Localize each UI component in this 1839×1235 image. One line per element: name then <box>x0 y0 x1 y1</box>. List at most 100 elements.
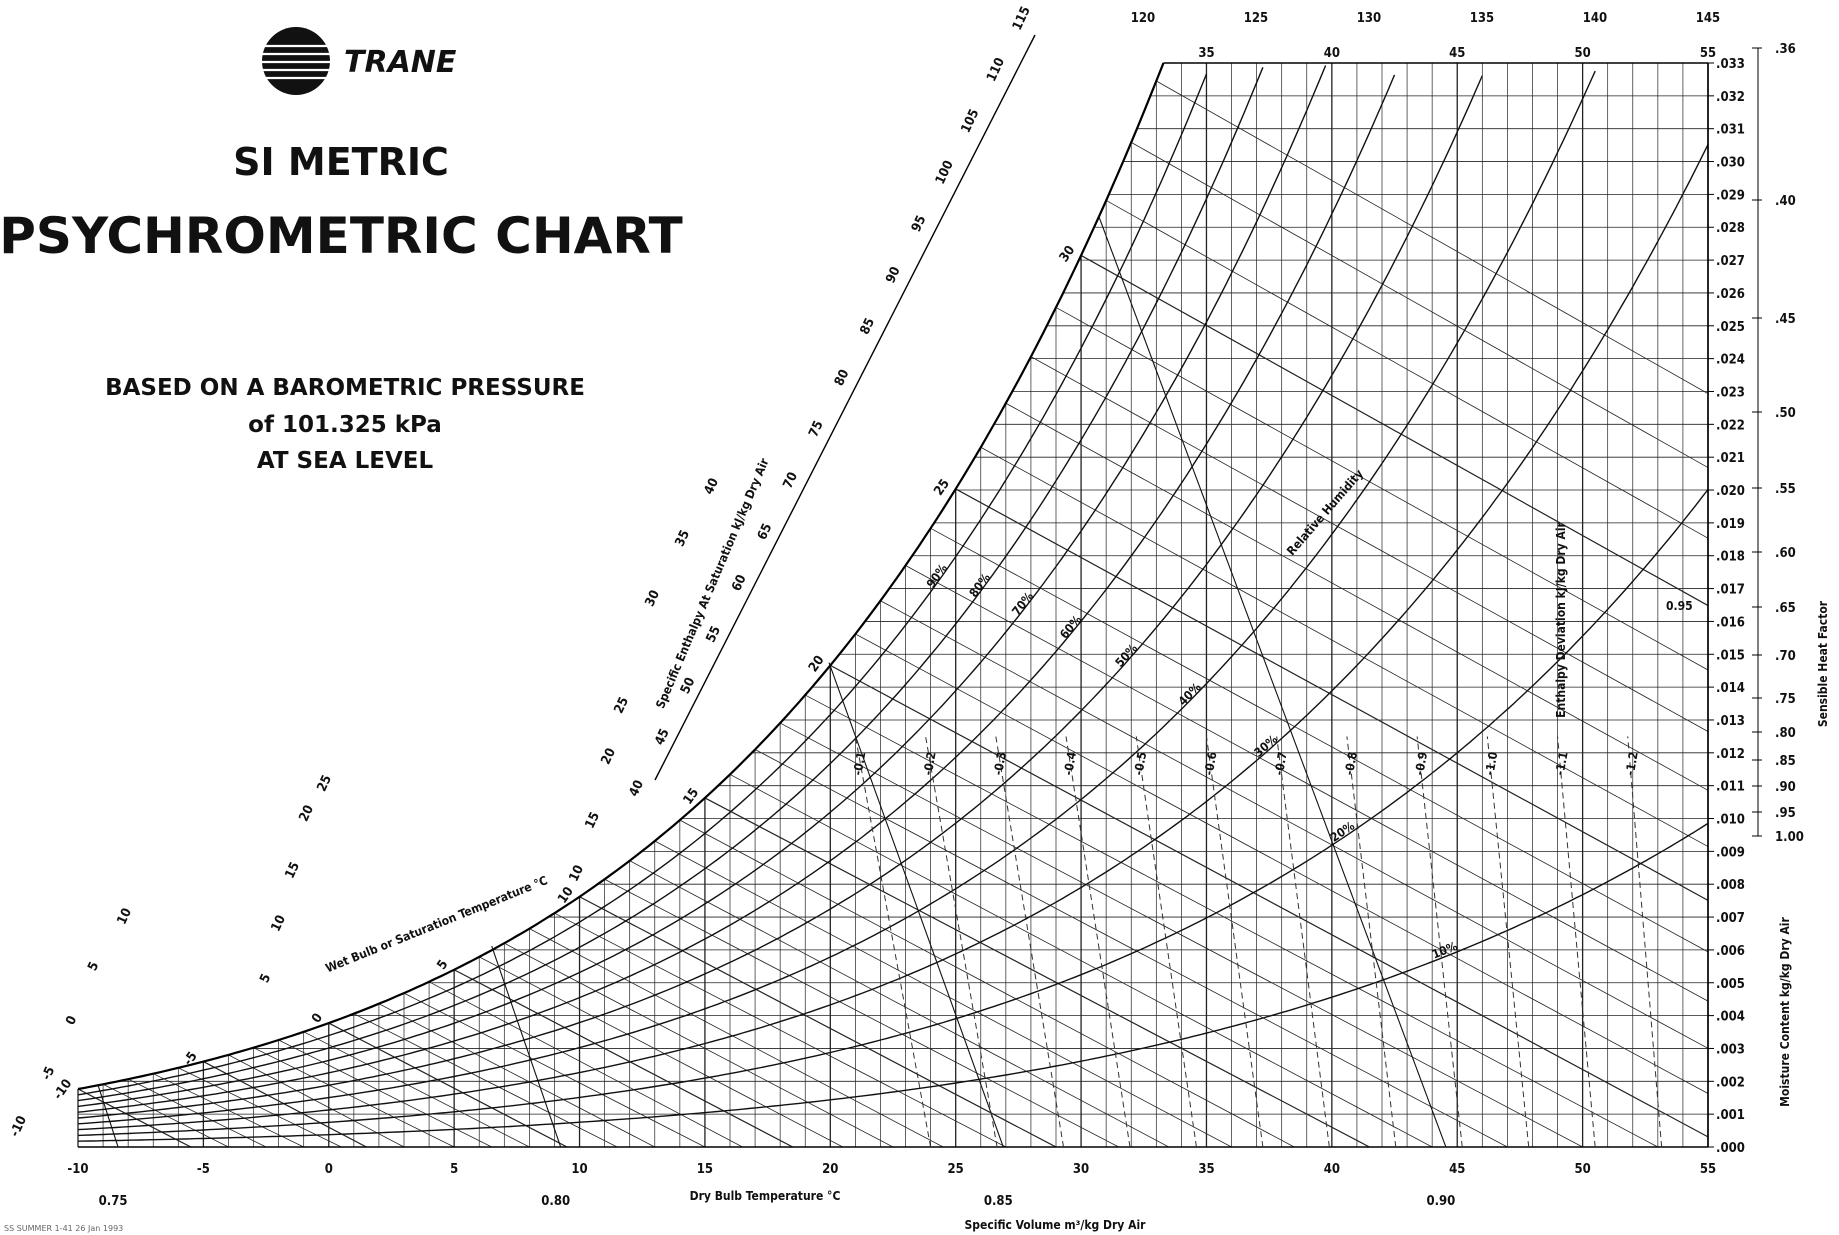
enthalpy-deviation-line <box>1486 736 1530 1148</box>
x-axis-tick: 25 <box>948 1162 964 1177</box>
enthalpy-left-tick: -5 <box>39 1064 58 1082</box>
specific-volume-tick: 0.75 <box>99 1194 128 1209</box>
enthalpy-top-tick: 135 <box>1470 11 1494 26</box>
x-axis-tick: 30 <box>1073 1162 1089 1177</box>
y-axis-tick: .009 <box>1716 845 1745 860</box>
rh-curve <box>77 73 1208 1096</box>
y-axis-tick: .011 <box>1716 780 1745 795</box>
enthalpy-left-tick: 25 <box>612 695 632 716</box>
enthalpy-left-tick: 5 <box>257 972 274 986</box>
y-axis-tick: .004 <box>1716 1010 1745 1025</box>
wet-bulb-line <box>77 1088 192 1148</box>
subtitle-line-3: AT SEA LEVEL <box>257 448 434 474</box>
x-axis-tick: -5 <box>197 1162 210 1177</box>
enthalpy-deviation-tick: -0.8 <box>1342 751 1360 777</box>
y-axis-tick: .022 <box>1716 418 1745 433</box>
subtitle-line-2: of 101.325 kPa <box>248 412 442 438</box>
y-axis-tick: .014 <box>1716 681 1745 696</box>
enthalpy-top-tick: 140 <box>1583 11 1607 26</box>
enthalpy-scale-tick: 95 <box>909 213 929 234</box>
enthalpy-deviation-line <box>1205 736 1264 1148</box>
wet-bulb-tick: 5 <box>434 957 451 972</box>
enthalpy-deviation-line <box>1065 736 1131 1148</box>
enthalpy-deviation-tick: -1.2 <box>1623 751 1641 777</box>
wet-bulb-line <box>654 840 1232 1148</box>
rh-label: 50% <box>1112 641 1140 670</box>
shf-tick: .60 <box>1775 546 1796 561</box>
enthalpy-deviation-line <box>1416 736 1463 1148</box>
enthalpy-left-tick: 10 <box>115 906 135 927</box>
enthalpy-deviation-line <box>1276 736 1330 1148</box>
wet-bulb-line <box>805 694 1659 1148</box>
specific-volume-tick: 0.90 <box>1426 1194 1455 1209</box>
wet-bulb-tick: 25 <box>931 477 953 499</box>
enthalpy-scale-tick: 45 <box>652 727 672 748</box>
wet-bulb-line <box>729 774 1433 1148</box>
shf-tick: 1.00 <box>1775 830 1804 845</box>
x-axis-top-tick: 40 <box>1324 46 1340 61</box>
title-line-1: SI METRIC <box>233 140 449 184</box>
y-axis-tick: .012 <box>1716 747 1745 762</box>
enthalpy-deviation-line <box>1627 736 1663 1148</box>
y-axis-tick: .031 <box>1716 123 1745 138</box>
wet-bulb-line <box>1055 307 1709 671</box>
rh-curve <box>77 822 1709 1142</box>
y-axis-tick: .010 <box>1716 813 1745 828</box>
y-axis-tick: .032 <box>1716 90 1745 105</box>
specific-volume-line <box>97 1084 119 1148</box>
enthalpy-scale-tick: 90 <box>883 265 903 286</box>
enthalpy-deviation-line <box>1557 736 1596 1148</box>
logo-stripes <box>262 44 330 80</box>
y-axis-tick: .016 <box>1716 615 1745 630</box>
enthalpy-scale-tick: 60 <box>729 573 749 594</box>
enthalpy-left-tick: 10 <box>567 863 587 884</box>
wet-bulb-line <box>1105 200 1709 539</box>
wet-bulb-line <box>1131 142 1709 468</box>
y-axis-tick: .026 <box>1716 287 1745 302</box>
wet-bulb-line <box>102 1083 229 1148</box>
x-axis-tick: 10 <box>571 1162 587 1177</box>
y-axis-tick: .003 <box>1716 1042 1745 1057</box>
y-axis-tick: .027 <box>1716 254 1745 269</box>
rh-label: 40% <box>1176 680 1204 708</box>
enthalpy-scale-tick: 100 <box>933 158 957 186</box>
rh-curve <box>77 74 1396 1113</box>
wet-bulb-tick: 30 <box>1057 243 1079 265</box>
shf-tick: .36 <box>1775 42 1796 57</box>
y-axis-tick: .019 <box>1716 517 1745 532</box>
rh-label: 10% <box>1430 939 1459 962</box>
enthalpy-scale-tick: 110 <box>984 56 1008 84</box>
enthalpy-scale-tick: 85 <box>858 316 878 337</box>
enthalpy-top-tick: 130 <box>1357 11 1381 26</box>
rh-curve <box>77 489 1709 1137</box>
enthalpy-top-tick: 145 <box>1696 11 1720 26</box>
wet-bulb-line <box>855 633 1709 1094</box>
enthalpy-deviation-tick: -0.7 <box>1272 751 1290 777</box>
wet-bulb-line <box>1030 356 1709 732</box>
shf-tick: .45 <box>1775 312 1796 327</box>
wet-bulb-line <box>629 860 1170 1148</box>
shf-tick: .90 <box>1775 780 1796 795</box>
enthalpy-deviation-label: Enthalpy Deviation kJ/kg Dry Air <box>1554 521 1568 717</box>
wet-bulb-tick: 10 <box>555 884 577 906</box>
shf-tick: .50 <box>1775 406 1796 421</box>
wet-bulb-line <box>930 527 1709 953</box>
x-axis-tick: 40 <box>1324 1162 1340 1177</box>
wet-bulb-line <box>353 1013 618 1148</box>
enthalpy-scale-line <box>654 34 1036 781</box>
x-axis-tick: 15 <box>697 1162 713 1177</box>
rh-curve <box>77 75 1483 1119</box>
shf-tick: .75 <box>1775 692 1796 707</box>
title-line-2: PSYCHROMETRIC CHART <box>0 207 683 265</box>
x-axis-tick: 20 <box>822 1162 838 1177</box>
wet-bulb-line <box>228 1054 405 1148</box>
footer-code: SS SUMMER 1-41 26 Jan 1993 <box>4 1224 123 1233</box>
y-axis-tick: .017 <box>1716 583 1745 598</box>
wet-bulb-line <box>529 928 944 1148</box>
enthalpy-top-tick: 125 <box>1244 11 1268 26</box>
enthalpy-scale-tick: 70 <box>781 470 801 491</box>
rh-curve <box>77 144 1709 1131</box>
x-axis-label: Dry Bulb Temperature °C <box>690 1189 841 1203</box>
wet-bulb-line <box>453 969 793 1148</box>
